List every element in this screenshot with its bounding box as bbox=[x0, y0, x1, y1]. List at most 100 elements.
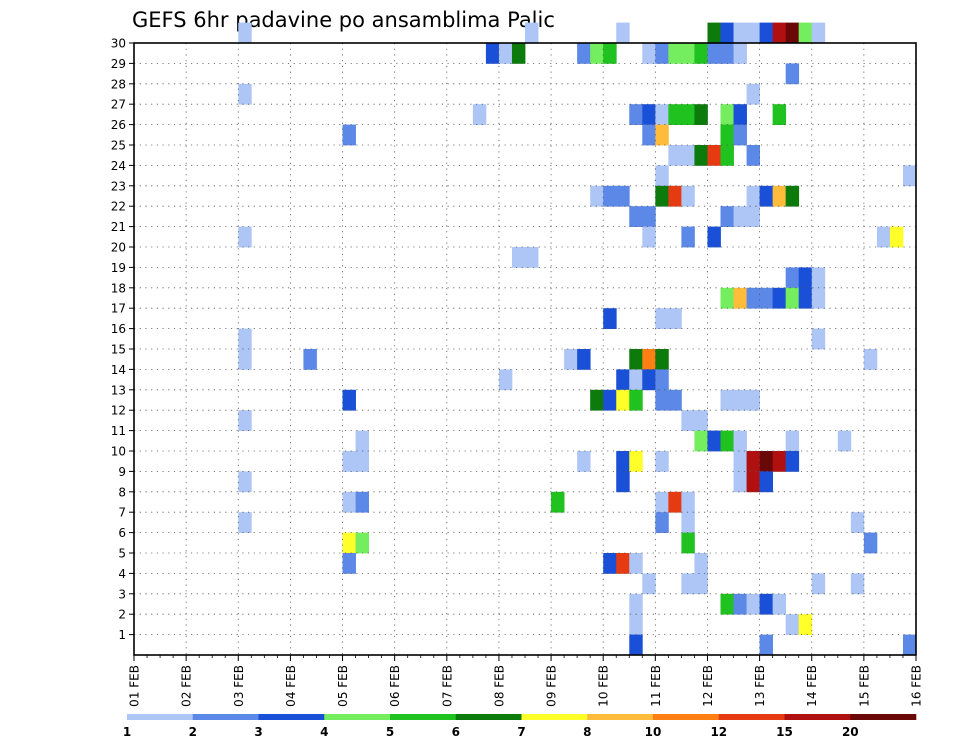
precip-cell bbox=[798, 22, 813, 44]
precip-cell bbox=[616, 451, 630, 472]
precip-cell bbox=[655, 349, 669, 370]
y-tick-label: 4 bbox=[118, 567, 126, 581]
y-tick-label: 27 bbox=[111, 98, 126, 112]
precip-cell bbox=[746, 287, 760, 309]
x-tick-label: 03 FEB bbox=[232, 665, 246, 707]
colorbar-swatch bbox=[455, 714, 522, 720]
precip-cell bbox=[759, 287, 774, 309]
precip-cell bbox=[668, 104, 682, 125]
precip-cell bbox=[863, 532, 878, 554]
precip-cell bbox=[720, 43, 734, 64]
precip-cell bbox=[629, 206, 643, 227]
precip-cell bbox=[642, 104, 656, 125]
precip-cell bbox=[694, 430, 708, 452]
colorbar-label: 7 bbox=[517, 725, 525, 739]
precip-cell bbox=[733, 206, 747, 227]
precip-cell bbox=[720, 389, 734, 411]
colorbar-swatch bbox=[192, 714, 259, 720]
precip-cell bbox=[759, 593, 774, 615]
precip-cell bbox=[525, 22, 539, 44]
y-tick-label: 18 bbox=[111, 281, 126, 295]
colorbar-label: 20 bbox=[842, 725, 859, 739]
precip-cell bbox=[511, 43, 526, 64]
colorbar-swatch bbox=[587, 714, 654, 720]
precip-cell bbox=[629, 389, 643, 411]
y-tick-label: 17 bbox=[111, 302, 126, 316]
precip-cell bbox=[707, 43, 721, 64]
precip-cell bbox=[603, 389, 617, 411]
precip-cell bbox=[577, 451, 591, 472]
y-tick-label: 8 bbox=[118, 485, 126, 499]
colorbar-label: 4 bbox=[320, 725, 328, 739]
colorbar-label: 6 bbox=[452, 725, 460, 739]
precip-cell bbox=[694, 553, 708, 574]
precip-cell bbox=[577, 349, 591, 370]
precip-cell bbox=[772, 451, 787, 472]
precip-cell bbox=[590, 389, 604, 411]
colorbar-label: 3 bbox=[254, 725, 262, 739]
precip-cell bbox=[642, 124, 656, 146]
precip-cell bbox=[511, 247, 526, 268]
precip-cell bbox=[720, 593, 734, 615]
precip-cell bbox=[668, 308, 682, 329]
colorbar-swatch bbox=[653, 714, 720, 720]
precip-cell bbox=[785, 185, 800, 207]
precip-cell bbox=[889, 226, 904, 248]
colorbar-swatch bbox=[127, 714, 194, 720]
precip-cell bbox=[772, 185, 787, 207]
y-tick-label: 5 bbox=[118, 547, 126, 561]
colorbar-label: 15 bbox=[776, 725, 793, 739]
precip-cell bbox=[629, 104, 643, 125]
precip-cell bbox=[238, 410, 252, 431]
precip-cell bbox=[694, 145, 708, 166]
precip-cell bbox=[772, 593, 787, 615]
precip-cell bbox=[238, 471, 252, 493]
precip-cell bbox=[733, 43, 747, 64]
precip-cell bbox=[681, 226, 695, 248]
precip-cell bbox=[720, 206, 734, 227]
precip-cell bbox=[238, 22, 252, 44]
precip-cell bbox=[733, 22, 747, 44]
precip-cell bbox=[668, 145, 682, 166]
precip-cell bbox=[629, 451, 643, 472]
precip-cell bbox=[629, 553, 643, 574]
precip-cell bbox=[785, 451, 800, 472]
x-tick-label: 08 FEB bbox=[492, 665, 506, 707]
precip-cell bbox=[798, 267, 813, 289]
precip-cell bbox=[355, 532, 369, 554]
x-tick-label: 14 FEB bbox=[805, 665, 819, 707]
precip-cell bbox=[772, 22, 787, 44]
y-tick-label: 9 bbox=[118, 465, 126, 479]
precip-cell bbox=[498, 43, 513, 64]
precip-cell bbox=[655, 43, 669, 64]
colorbar-label: 1 bbox=[123, 725, 131, 739]
y-tick-label: 11 bbox=[111, 424, 126, 438]
precip-cell bbox=[629, 614, 643, 635]
precip-cell bbox=[746, 185, 760, 207]
precip-cell bbox=[238, 512, 252, 533]
precip-cell bbox=[238, 349, 252, 370]
precip-cell bbox=[342, 491, 356, 513]
x-tick-label: 16 FEB bbox=[910, 665, 924, 707]
precip-cell bbox=[655, 491, 669, 513]
precip-cell bbox=[642, 369, 656, 391]
precip-cell bbox=[720, 22, 734, 44]
colorbar-label: 2 bbox=[189, 725, 197, 739]
precip-cell bbox=[733, 389, 747, 411]
precip-cell bbox=[564, 349, 578, 370]
colorbar-swatch bbox=[324, 714, 391, 720]
precip-cell bbox=[720, 104, 734, 125]
precip-cell bbox=[850, 512, 865, 533]
precip-cell bbox=[785, 430, 800, 452]
y-tick-label: 12 bbox=[111, 404, 126, 418]
precip-cell bbox=[720, 430, 734, 452]
precip-cell bbox=[603, 553, 617, 574]
precip-cell bbox=[746, 451, 760, 472]
colorbar-label: 10 bbox=[645, 725, 662, 739]
y-tick-label: 16 bbox=[111, 322, 126, 336]
precip-cell bbox=[668, 185, 682, 207]
precip-cell bbox=[681, 573, 695, 595]
precip-cell bbox=[577, 43, 591, 64]
precip-cell bbox=[759, 185, 774, 207]
y-tick-label: 7 bbox=[118, 506, 126, 520]
